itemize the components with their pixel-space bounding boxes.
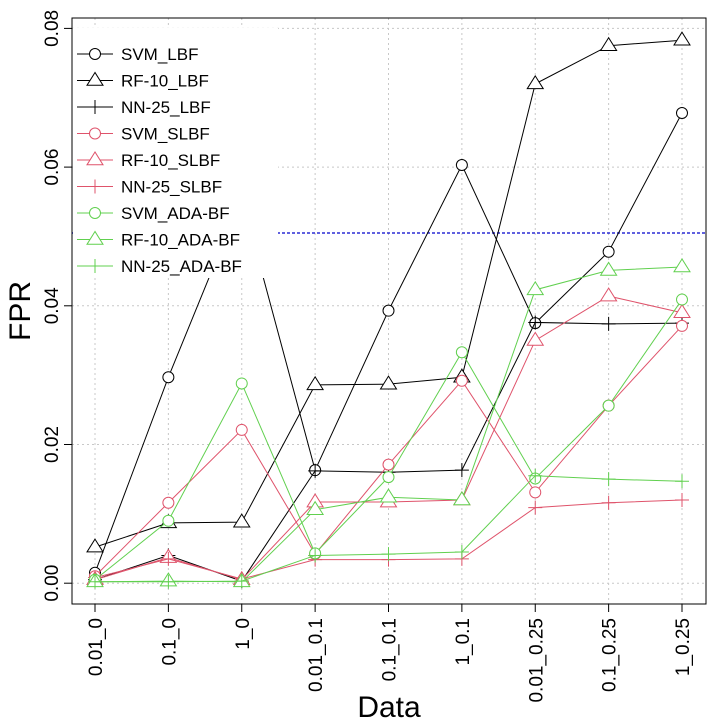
data-point-nn-25-ada-bf <box>675 474 689 489</box>
x-tick-label: 1_0.1 <box>453 618 474 666</box>
x-tick-label: 1_0.25 <box>673 618 694 676</box>
data-point-nn-25-ada-bf <box>381 547 396 562</box>
data-point-nn-25-slbf <box>528 500 543 515</box>
y-tick-label: 0.06 <box>42 149 63 186</box>
legend-marker-rf-10-ada-bf <box>86 230 104 245</box>
data-point-nn-25-ada-bf <box>88 574 102 589</box>
legend-marker-nn-25-ada-bf <box>88 259 102 273</box>
data-point-rf-10-lbf <box>599 36 618 52</box>
data-point-rf-10-slbf <box>673 303 691 319</box>
x-tick-label: 0.01_0 <box>86 618 107 676</box>
legend-marker-svm-lbf <box>89 48 101 60</box>
x-tick-label: 0.1_0 <box>159 618 180 666</box>
data-point-svm-slbf <box>382 458 395 471</box>
series-nn-25-ada-bf <box>88 468 689 589</box>
data-point-rf-10-slbf <box>526 331 545 346</box>
x-tick-label: 1_0 <box>233 618 254 650</box>
y-tick-label: 0.08 <box>42 10 63 47</box>
legend-marker-svm-ada-bf <box>89 207 101 219</box>
legend-label-svm-ada-bf: SVM_ADA-BF <box>121 204 230 223</box>
data-point-nn-25-slbf <box>601 495 616 510</box>
legend-marker-nn-25-lbf <box>88 100 102 114</box>
legend-marker-nn-25-slbf <box>88 179 102 194</box>
data-point-rf-10-ada-bf <box>306 500 325 515</box>
x-tick-label: 0.1_0.1 <box>380 618 401 681</box>
data-point-nn-25-ada-bf <box>161 574 176 589</box>
data-point-rf-10-lbf <box>526 74 545 90</box>
y-tick-label: 0.00 <box>42 565 63 602</box>
series-rf-10-lbf <box>86 31 691 553</box>
legend-label-rf-10-lbf: RF-10_LBF <box>121 72 209 91</box>
y-axis-title: FPR <box>4 281 37 341</box>
data-point-svm-lbf <box>602 245 615 258</box>
data-point-nn-25-lbf <box>528 315 543 330</box>
legend-label-nn-25-slbf: NN-25_SLBF <box>121 178 222 197</box>
legend-label-svm-lbf: SVM_LBF <box>121 45 198 64</box>
data-point-svm-ada-bf <box>162 514 175 527</box>
data-point-nn-25-ada-bf <box>308 548 323 563</box>
data-point-nn-25-ada-bf <box>234 574 249 589</box>
legend-label-rf-10-slbf: RF-10_SLBF <box>121 151 220 170</box>
data-point-svm-ada-bf <box>455 346 468 359</box>
data-point-rf-10-lbf <box>673 31 691 46</box>
data-point-rf-10-ada-bf <box>452 491 471 506</box>
data-point-rf-10-slbf <box>599 287 618 302</box>
x-tick-label: 0.01_0.25 <box>526 618 547 703</box>
legend: SVM_LBF RF-10_LBF NN-25_LBF SVM_SLBF RF-10_S… <box>73 28 278 278</box>
x-tick-label: 0.1_0.25 <box>600 618 621 692</box>
data-point-nn-25-lbf <box>308 463 323 478</box>
data-point-svm-slbf <box>162 496 175 509</box>
data-point-nn-25-slbf <box>161 551 176 566</box>
data-point-rf-10-lbf <box>379 375 398 390</box>
data-point-nn-25-slbf <box>675 492 689 507</box>
series-line-nn-25-lbf <box>94 321 683 582</box>
legend-label-svm-slbf: SVM_SLBF <box>121 125 210 144</box>
data-point-svm-slbf <box>529 486 542 499</box>
legend-marker-rf-10-lbf <box>86 71 104 86</box>
legend-marker-rf-10-slbf <box>86 151 104 166</box>
legend-label-nn-25-lbf: NN-25_LBF <box>121 98 211 117</box>
x-tick-label: 0.01_0.1 <box>306 618 327 692</box>
data-point-svm-lbf <box>382 304 395 317</box>
axes: 0.00 0.02 0.04 0.06 0.08 0.01_0 0.1_0 1_0 0.01_0… <box>42 10 694 703</box>
y-tick-label: 0.04 <box>42 287 63 324</box>
data-point-svm-lbf <box>676 107 688 120</box>
data-point-svm-lbf <box>162 371 175 384</box>
data-point-rf-10-lbf <box>232 513 251 528</box>
data-point-nn-25-ada-bf <box>601 472 616 487</box>
data-point-nn-25-lbf <box>601 316 616 331</box>
data-point-rf-10-ada-bf <box>599 261 618 276</box>
data-point-svm-ada-bf <box>676 293 688 306</box>
legend-marker-svm-slbf <box>89 127 101 140</box>
y-tick-label: 0.02 <box>42 426 63 463</box>
legend-label-nn-25-ada-bf: NN-25_ADA-BF <box>121 257 242 276</box>
series-rf-10-slbf <box>86 287 691 586</box>
data-point-svm-slbf <box>676 319 688 332</box>
data-point-rf-10-ada-bf <box>379 488 398 503</box>
data-point-svm-ada-bf <box>235 377 248 390</box>
data-point-nn-25-ada-bf <box>528 468 543 483</box>
data-point-nn-25-ada-bf <box>454 544 469 559</box>
data-point-svm-lbf <box>455 159 468 172</box>
data-point-rf-10-ada-bf <box>673 258 691 273</box>
legend-background <box>73 28 278 278</box>
legend-label-rf-10-ada-bf: RF-10_ADA-BF <box>121 231 240 250</box>
data-point-rf-10-lbf <box>306 375 325 391</box>
data-point-svm-slbf <box>455 374 468 387</box>
data-point-svm-ada-bf <box>382 471 395 484</box>
data-point-rf-10-ada-bf <box>526 280 545 296</box>
data-point-nn-25-lbf <box>454 463 469 478</box>
data-point-svm-slbf <box>235 423 248 436</box>
data-point-rf-10-lbf <box>86 538 104 553</box>
x-axis-title: Data <box>357 691 421 720</box>
data-point-svm-ada-bf <box>602 399 615 412</box>
